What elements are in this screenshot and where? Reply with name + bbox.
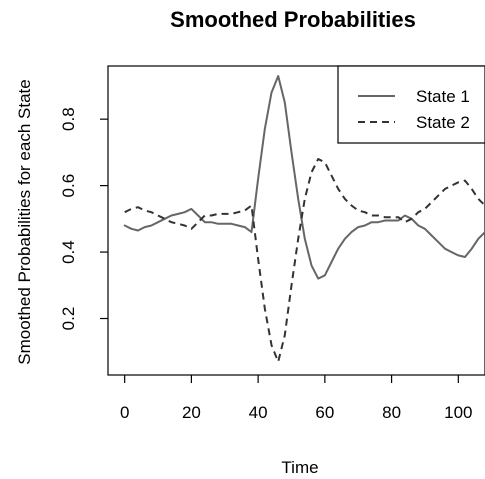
x-axis: 0 20 40 60 80 100	[120, 375, 472, 422]
y-tick-label: 0.6	[59, 174, 78, 198]
series-line-1	[123, 75, 485, 280]
legend: State 1 State 2	[337, 65, 485, 144]
y-axis: 0.2 0.4 0.6 0.8	[59, 107, 108, 330]
legend-box	[337, 65, 485, 144]
series-layer	[123, 75, 485, 363]
y-tick-label: 0.2	[59, 307, 78, 331]
series-line-2	[124, 158, 485, 363]
x-tick-label: 100	[444, 403, 472, 422]
y-tick-label: 0.8	[59, 107, 78, 131]
x-tick-label: 80	[382, 403, 401, 422]
y-axis-label: Smoothed Probabilities for each State	[15, 79, 34, 364]
x-tick-label: 60	[315, 403, 334, 422]
legend-label-state-1: State 1	[416, 87, 470, 106]
y-tick-label: 0.4	[59, 240, 78, 264]
chart-title: Smoothed Probabilities	[170, 7, 416, 32]
x-tick-label: 0	[120, 403, 129, 422]
x-tick-label: 20	[182, 403, 201, 422]
plot-frame	[107, 65, 485, 376]
x-axis-label: Time	[281, 458, 318, 477]
x-tick-label: 40	[249, 403, 268, 422]
legend-label-state-2: State 2	[416, 113, 470, 132]
